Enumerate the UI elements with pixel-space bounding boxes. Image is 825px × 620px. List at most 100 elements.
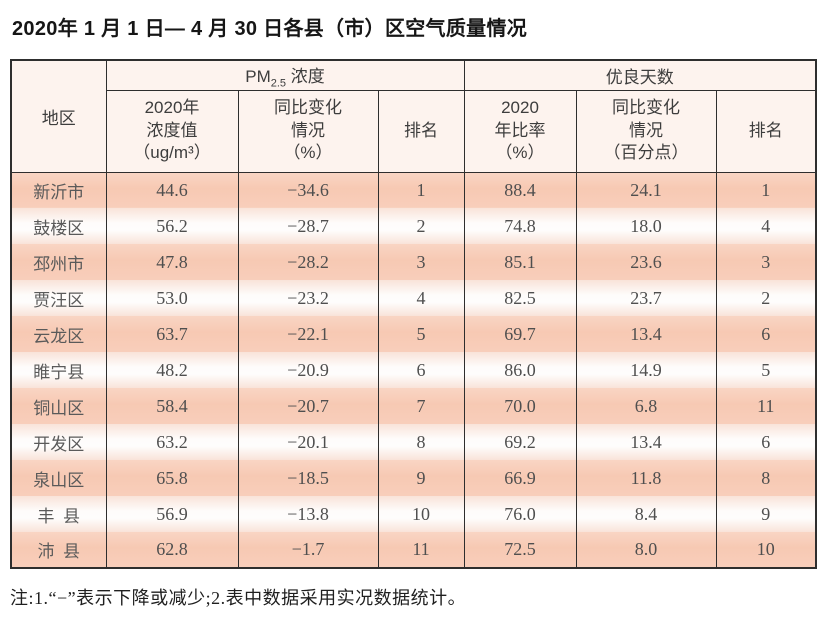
air-quality-table: 地区 PM2.5 浓度 优良天数 2020年 浓度值 （ug/m³） 同比变化 … [10, 59, 818, 569]
pm25-value-cell: 44.6 [105, 172, 238, 208]
col-header-region: 地区 [10, 60, 106, 173]
table-row: 贾汪区 53.0 −23.2 4 82.5 23.7 2 [10, 280, 817, 316]
good-change-cell: 24.1 [575, 172, 716, 208]
col-group-pm25: PM2.5 浓度 [105, 60, 464, 91]
region-cell: 开发区 [10, 424, 106, 460]
good-rate-cell: 66.9 [463, 460, 576, 496]
good-change-cell: 8.4 [575, 496, 716, 532]
pm25-change-cell: −34.6 [237, 172, 378, 208]
pm25-label-subscript: 2.5 [270, 76, 287, 89]
pm25-change-cell: −28.7 [237, 208, 378, 244]
pm25-rank-cell: 3 [377, 244, 464, 280]
table-row: 云龙区 63.7 −22.1 5 69.7 13.4 6 [10, 316, 817, 352]
good-rate-cell: 88.4 [463, 172, 576, 208]
good-rank-cell: 11 [715, 388, 817, 424]
pm25-value-cell: 65.8 [105, 460, 238, 496]
col-header-pm25-change: 同比变化 情况 （%） [237, 90, 378, 173]
region-cell: 鼓楼区 [10, 208, 106, 244]
col-header-good-rate: 2020 年比率 （%） [463, 90, 576, 173]
pm25-change-cell: −13.8 [237, 496, 378, 532]
region-cell: 丰 县 [10, 496, 106, 532]
pm25-value-cell: 56.2 [105, 208, 238, 244]
pm25-rank-cell: 9 [377, 460, 464, 496]
pm25-rank-cell: 5 [377, 316, 464, 352]
good-rank-cell: 4 [715, 208, 817, 244]
good-change-cell: 8.0 [575, 532, 716, 568]
col-header-good-change: 同比变化 情况 （百分点） [575, 90, 716, 173]
good-rate-cell: 69.7 [463, 316, 576, 352]
pm25-change-cell: −1.7 [237, 532, 378, 568]
region-cell: 贾汪区 [10, 280, 106, 316]
col-group-good-days: 优良天数 [463, 60, 817, 91]
pm25-rank-cell: 10 [377, 496, 464, 532]
pm25-value-cell: 58.4 [105, 388, 238, 424]
good-rank-cell: 6 [715, 424, 817, 460]
good-rate-cell: 74.8 [463, 208, 576, 244]
pm25-change-cell: −22.1 [237, 316, 378, 352]
good-rank-cell: 10 [715, 532, 817, 568]
region-cell: 沛 县 [10, 532, 106, 568]
col-header-good-rank: 排名 [715, 90, 817, 173]
good-change-cell: 23.6 [575, 244, 716, 280]
pm25-value-cell: 47.8 [105, 244, 238, 280]
pm25-value-cell: 63.7 [105, 316, 238, 352]
pm25-rank-cell: 11 [377, 532, 464, 568]
header-group-row: 地区 PM2.5 浓度 优良天数 [10, 60, 817, 173]
good-change-cell: 13.4 [575, 424, 716, 460]
page-title: 2020年 1 月 1 日— 4 月 30 日各县（市）区空气质量情况 [12, 18, 528, 40]
good-change-cell: 23.7 [575, 280, 716, 316]
table-row: 新沂市 44.6 −34.6 1 88.4 24.1 1 [10, 172, 817, 208]
pm25-value-cell: 53.0 [105, 280, 238, 316]
good-rate-cell: 70.0 [463, 388, 576, 424]
table-row: 沛 县 62.8 −1.7 11 72.5 8.0 10 [10, 532, 817, 568]
good-change-cell: 14.9 [575, 352, 716, 388]
pm25-rank-cell: 4 [377, 280, 464, 316]
pm25-value-cell: 48.2 [105, 352, 238, 388]
region-cell: 邳州市 [10, 244, 106, 280]
good-rank-cell: 1 [715, 172, 817, 208]
region-cell: 泉山区 [10, 460, 106, 496]
pm25-change-cell: −20.9 [237, 352, 378, 388]
pm25-change-cell: −28.2 [237, 244, 378, 280]
pm25-change-cell: −20.1 [237, 424, 378, 460]
table-row: 睢宁县 48.2 −20.9 6 86.0 14.9 5 [10, 352, 817, 388]
good-rate-cell: 86.0 [463, 352, 576, 388]
pm25-rank-cell: 1 [377, 172, 464, 208]
pm25-change-cell: −20.7 [237, 388, 378, 424]
good-rate-cell: 69.2 [463, 424, 576, 460]
table-row: 丰 县 56.9 −13.8 10 76.0 8.4 9 [10, 496, 817, 532]
good-rate-cell: 72.5 [463, 532, 576, 568]
pm25-value-cell: 63.2 [105, 424, 238, 460]
good-rank-cell: 8 [715, 460, 817, 496]
good-change-cell: 13.4 [575, 316, 716, 352]
good-rank-cell: 5 [715, 352, 817, 388]
good-change-cell: 11.8 [575, 460, 716, 496]
good-change-cell: 18.0 [575, 208, 716, 244]
pm25-label-main: PM [245, 66, 271, 86]
pm25-change-cell: −23.2 [237, 280, 378, 316]
region-cell: 新沂市 [10, 172, 106, 208]
col-header-pm25-rank: 排名 [377, 90, 464, 173]
table-row: 邳州市 47.8 −28.2 3 85.1 23.6 3 [10, 244, 817, 280]
pm25-rank-cell: 2 [377, 208, 464, 244]
pm25-rank-cell: 8 [377, 424, 464, 460]
pm25-rank-cell: 6 [377, 352, 464, 388]
table-row: 泉山区 65.8 −18.5 9 66.9 11.8 8 [10, 460, 817, 496]
good-rate-cell: 82.5 [463, 280, 576, 316]
footnote: 注:1.“−”表示下降或减少;2.表中数据采用实况数据统计。 [10, 588, 467, 608]
pm25-rank-cell: 7 [377, 388, 464, 424]
good-rank-cell: 2 [715, 280, 817, 316]
good-rate-cell: 85.1 [463, 244, 576, 280]
table-row: 铜山区 58.4 −20.7 7 70.0 6.8 11 [10, 388, 817, 424]
region-cell: 云龙区 [10, 316, 106, 352]
region-cell: 铜山区 [10, 388, 106, 424]
pm25-change-cell: −18.5 [237, 460, 378, 496]
pm25-label-rest: 浓度 [286, 66, 325, 86]
region-cell: 睢宁县 [10, 352, 106, 388]
good-rank-cell: 9 [715, 496, 817, 532]
header-sub-row: 2020年 浓度值 （ug/m³） 同比变化 情况 （%） 排名 2020 年比… [11, 90, 817, 173]
table-row: 鼓楼区 56.2 −28.7 2 74.8 18.0 4 [10, 208, 817, 244]
col-header-pm25-value: 2020年 浓度值 （ug/m³） [105, 90, 238, 173]
pm25-value-cell: 62.8 [105, 532, 238, 568]
